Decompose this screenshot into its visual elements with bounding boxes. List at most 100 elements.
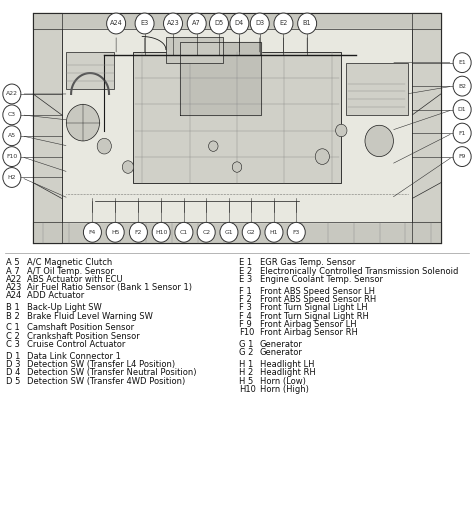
- Circle shape: [175, 222, 193, 242]
- Circle shape: [365, 125, 393, 157]
- Text: EGR Gas Temp. Sensor: EGR Gas Temp. Sensor: [260, 258, 355, 267]
- Circle shape: [453, 147, 471, 167]
- Text: Crankshaft Position Sensor: Crankshaft Position Sensor: [27, 331, 140, 341]
- Text: F3: F3: [292, 230, 300, 235]
- Text: B1: B1: [303, 20, 311, 27]
- Text: F 4: F 4: [239, 312, 252, 321]
- Circle shape: [3, 84, 21, 104]
- Text: G2: G2: [247, 230, 255, 235]
- Text: H5: H5: [111, 230, 119, 235]
- Text: F9: F9: [458, 154, 466, 159]
- Bar: [133, 52, 341, 183]
- Text: A7: A7: [192, 20, 201, 27]
- Text: F1: F1: [458, 130, 466, 136]
- Text: E 2: E 2: [239, 267, 253, 276]
- Circle shape: [187, 13, 206, 34]
- Circle shape: [3, 105, 21, 125]
- Text: Front Airbag Sensor LH: Front Airbag Sensor LH: [260, 320, 356, 329]
- Text: A 7: A 7: [6, 267, 19, 276]
- Circle shape: [197, 222, 215, 242]
- Polygon shape: [33, 13, 62, 243]
- Text: E3: E3: [140, 20, 149, 27]
- Bar: [346, 63, 408, 115]
- Text: Engine Coolant Temp. Sensor: Engine Coolant Temp. Sensor: [260, 275, 383, 284]
- Bar: [166, 37, 223, 63]
- Circle shape: [453, 100, 471, 120]
- Text: Air Fuel Ratio Sensor (Bank 1 Sensor 1): Air Fuel Ratio Sensor (Bank 1 Sensor 1): [27, 283, 192, 292]
- Text: Headlight LH: Headlight LH: [260, 360, 314, 369]
- Text: F2: F2: [135, 230, 142, 235]
- Text: C 1: C 1: [6, 324, 19, 333]
- Text: Horn (High): Horn (High): [260, 385, 309, 394]
- Text: C 3: C 3: [6, 340, 19, 349]
- Text: A23: A23: [6, 283, 22, 292]
- Text: H 2: H 2: [239, 369, 254, 377]
- Text: Detection SW (Transfer L4 Position): Detection SW (Transfer L4 Position): [27, 360, 175, 369]
- Text: Data Link Connector 1: Data Link Connector 1: [27, 352, 121, 361]
- Text: G 2: G 2: [239, 348, 254, 357]
- Text: G 1: G 1: [239, 340, 254, 349]
- Circle shape: [336, 124, 347, 137]
- Circle shape: [106, 222, 124, 242]
- Circle shape: [164, 13, 182, 34]
- Polygon shape: [180, 42, 261, 115]
- Text: C2: C2: [202, 230, 210, 235]
- Text: Camshaft Position Sensor: Camshaft Position Sensor: [27, 324, 135, 333]
- Text: A5: A5: [8, 133, 16, 138]
- Text: Cruise Control Actuator: Cruise Control Actuator: [27, 340, 126, 349]
- Text: Electronically Controlled Transmission Solenoid: Electronically Controlled Transmission S…: [260, 267, 458, 276]
- Circle shape: [83, 222, 101, 242]
- Text: Generator: Generator: [260, 340, 302, 349]
- Text: Front Airbag Sensor RH: Front Airbag Sensor RH: [260, 328, 357, 337]
- Text: F 1: F 1: [239, 287, 252, 296]
- Text: B 1: B 1: [6, 303, 19, 312]
- Circle shape: [135, 13, 154, 34]
- Text: A24: A24: [110, 20, 122, 27]
- Text: Brake Fluid Level Warning SW: Brake Fluid Level Warning SW: [27, 312, 154, 321]
- Circle shape: [274, 13, 293, 34]
- Text: A22: A22: [6, 275, 22, 284]
- Text: Front ABS Speed Sensor RH: Front ABS Speed Sensor RH: [260, 295, 376, 304]
- Polygon shape: [62, 29, 412, 222]
- Text: F10: F10: [6, 154, 18, 159]
- Circle shape: [220, 222, 238, 242]
- Circle shape: [453, 123, 471, 143]
- Circle shape: [3, 126, 21, 146]
- Text: D4: D4: [235, 20, 244, 27]
- Text: D 1: D 1: [6, 352, 20, 361]
- Text: F4: F4: [89, 230, 96, 235]
- Bar: [66, 52, 114, 89]
- Circle shape: [298, 13, 317, 34]
- Text: Back-Up Light SW: Back-Up Light SW: [27, 303, 102, 312]
- Circle shape: [209, 141, 218, 151]
- Polygon shape: [33, 222, 441, 243]
- Text: F 9: F 9: [239, 320, 252, 329]
- Polygon shape: [412, 13, 441, 243]
- Text: Detection SW (Transfer Neutral Position): Detection SW (Transfer Neutral Position): [27, 369, 197, 377]
- Circle shape: [453, 76, 471, 96]
- Circle shape: [97, 138, 111, 154]
- Text: D5: D5: [214, 20, 224, 27]
- Text: A23: A23: [167, 20, 179, 27]
- Circle shape: [107, 13, 126, 34]
- Text: C3: C3: [8, 112, 16, 117]
- Text: Front Turn Signal Light RH: Front Turn Signal Light RH: [260, 312, 369, 321]
- Text: ABS Actuator with ECU: ABS Actuator with ECU: [27, 275, 123, 284]
- Text: Detection SW (Transfer 4WD Position): Detection SW (Transfer 4WD Position): [27, 376, 186, 386]
- Text: E1: E1: [458, 60, 466, 65]
- Text: B2: B2: [458, 84, 466, 89]
- Circle shape: [315, 149, 329, 164]
- Text: D 3: D 3: [6, 360, 20, 369]
- Text: H 5: H 5: [239, 376, 254, 386]
- Circle shape: [210, 13, 228, 34]
- Text: D1: D1: [458, 107, 466, 112]
- Text: Front Turn Signal Light LH: Front Turn Signal Light LH: [260, 303, 367, 312]
- Text: E2: E2: [279, 20, 288, 27]
- Circle shape: [122, 161, 134, 173]
- Text: A/T Oil Temp. Sensor: A/T Oil Temp. Sensor: [27, 267, 114, 276]
- Circle shape: [230, 13, 249, 34]
- Text: C 2: C 2: [6, 331, 19, 341]
- Text: C1: C1: [180, 230, 188, 235]
- Circle shape: [3, 147, 21, 167]
- Circle shape: [129, 222, 147, 242]
